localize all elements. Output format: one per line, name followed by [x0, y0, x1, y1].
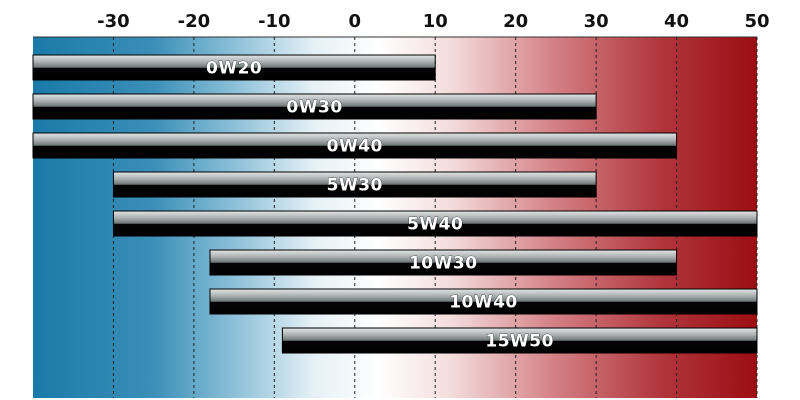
range-bar-rect [209, 288, 758, 315]
range-bar: 15W50 [281, 327, 758, 354]
x-tick-label: 10 [423, 11, 448, 32]
range-bar-rect [209, 249, 678, 276]
x-tick-label: 20 [503, 11, 528, 32]
range-bar: 5W30 [112, 171, 597, 198]
range-bar-rect [112, 171, 597, 198]
range-bar: 0W30 [32, 93, 597, 120]
range-bar: 0W20 [32, 54, 436, 81]
x-axis-tick-labels: -30 -20 -10 0 10 20 30 40 50 [97, 11, 769, 32]
range-bar-rect [281, 327, 758, 354]
range-bar: 0W40 [32, 132, 678, 159]
range-bar-label: 0W40 [327, 137, 383, 157]
range-bar-label: 5W40 [407, 215, 463, 235]
x-tick-label: 30 [584, 11, 609, 32]
range-bar-rect [112, 210, 758, 237]
range-bar-label: 10W40 [449, 293, 518, 313]
x-tick-label: 0 [349, 11, 362, 32]
range-bar-rect [32, 93, 597, 120]
x-tick-label: 40 [664, 11, 689, 32]
x-tick-label: 50 [744, 11, 769, 32]
x-tick-label: -20 [178, 11, 211, 32]
range-bar-label: 10W30 [409, 254, 478, 274]
range-bar-label: 5W30 [327, 176, 383, 196]
range-bar: 10W40 [209, 288, 758, 315]
range-bar: 10W30 [209, 249, 678, 276]
x-tick-label: -10 [258, 11, 291, 32]
range-bar: 5W40 [112, 210, 758, 237]
range-bar-label: 0W20 [206, 59, 262, 79]
range-bar-label: 0W30 [286, 98, 342, 118]
range-bar-label: 15W50 [485, 332, 554, 352]
range-bars: 0W20 0W30 0W40 5W30 5W40 10W30 10W40 15W50 [32, 54, 758, 354]
range-bar-rect [32, 132, 678, 159]
x-tick-label: -30 [97, 11, 130, 32]
range-bar-rect [32, 54, 436, 81]
